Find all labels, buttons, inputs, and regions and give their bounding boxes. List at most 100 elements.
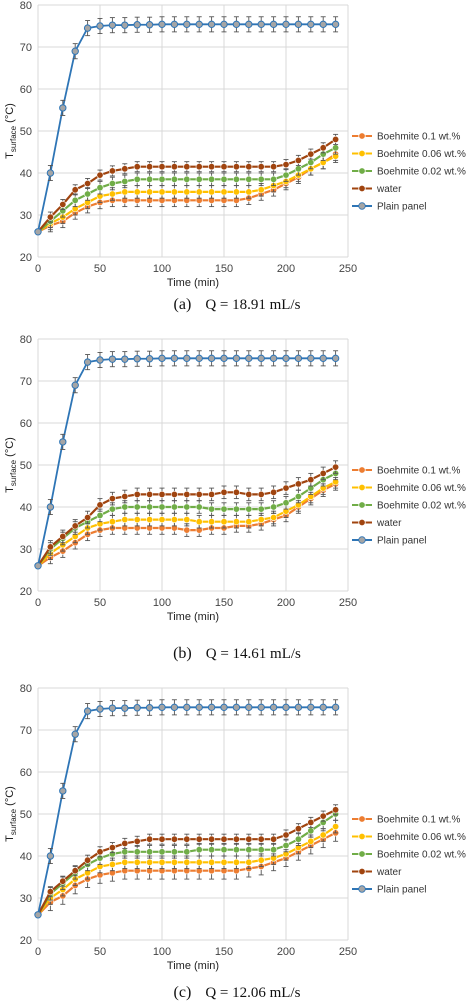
data-point — [257, 490, 265, 498]
data-point — [195, 835, 203, 843]
data-point — [245, 858, 253, 866]
data-point — [269, 703, 278, 712]
data-point — [331, 20, 340, 29]
chart-a: 20 30 40 50 60 70 80 0 50 100 150 200 250 Time (min) T… — [0, 0, 474, 318]
data-point — [319, 20, 327, 29]
data-point — [270, 488, 278, 496]
data-point — [133, 704, 141, 712]
data-point — [34, 228, 42, 236]
data-point — [183, 503, 191, 511]
data-point — [195, 503, 203, 511]
data-point — [195, 490, 203, 498]
data-point — [133, 848, 141, 856]
legend-label: Boehmite 0.1 wt.% — [377, 132, 460, 143]
data-point — [158, 490, 166, 498]
data-point — [183, 188, 191, 196]
y-tick-label: 70 — [20, 42, 32, 54]
data-point — [294, 354, 303, 363]
caption-c-text: Q = 12.06 mL/s — [205, 985, 301, 1001]
data-point — [84, 180, 92, 188]
data-point — [232, 835, 240, 843]
data-point — [146, 835, 154, 843]
data-point — [232, 518, 240, 526]
data-point — [46, 543, 54, 551]
data-point — [232, 175, 240, 183]
data-point — [220, 518, 228, 526]
data-point — [121, 839, 129, 847]
data-point — [270, 846, 278, 854]
data-point — [170, 858, 178, 866]
data-point — [282, 703, 290, 712]
data-point — [208, 490, 216, 498]
data-point — [108, 844, 116, 852]
data-point — [108, 180, 116, 188]
y-tick-label: 60 — [20, 84, 32, 96]
data-point — [220, 354, 228, 363]
data-point — [96, 171, 104, 179]
y-tick-label: 30 — [20, 893, 32, 905]
data-point — [146, 490, 154, 498]
x-axis-label: Time (min) — [167, 611, 219, 623]
y-axis-label: Tsurface (°C) — [4, 103, 18, 159]
data-point — [195, 20, 203, 29]
y-tick-label: 40 — [20, 168, 32, 180]
data-point — [220, 175, 228, 183]
data-point — [170, 163, 178, 171]
data-point — [121, 21, 129, 29]
y-tick-label: 20 — [20, 252, 32, 264]
data-point — [170, 20, 179, 29]
data-point — [59, 201, 67, 209]
caption-a-letter: (a) — [173, 296, 192, 313]
y-tick-label: 60 — [20, 418, 32, 430]
data-point — [133, 490, 141, 498]
data-point — [245, 518, 253, 526]
data-point — [307, 159, 315, 167]
data-point — [133, 175, 141, 183]
data-point — [208, 518, 216, 526]
caption-b-letter: (b) — [173, 645, 192, 662]
data-point — [232, 188, 240, 196]
data-point — [257, 163, 265, 171]
data-point — [121, 704, 129, 712]
y-tick-label: 60 — [20, 767, 32, 779]
data-point — [96, 511, 104, 519]
y-tick-label: 70 — [20, 376, 32, 388]
data-point — [71, 196, 79, 204]
data-point — [121, 165, 129, 173]
data-point — [208, 163, 216, 171]
data-point — [220, 846, 228, 854]
data-point — [46, 213, 54, 221]
data-point — [121, 848, 129, 856]
data-point — [83, 358, 92, 366]
data-point — [245, 846, 253, 854]
y-tick-label: 50 — [20, 460, 32, 472]
data-point — [294, 20, 303, 29]
data-point — [307, 703, 315, 712]
legend-label: Boehmite 0.02 wt.% — [377, 167, 466, 178]
data-point — [133, 516, 141, 524]
x-tick-label: 0 — [35, 263, 41, 275]
caption-c-letter: (c) — [173, 984, 192, 1001]
data-point — [257, 175, 265, 183]
data-point — [158, 703, 166, 712]
x-tick-label: 200 — [277, 597, 295, 609]
legend-swatch-marker — [358, 167, 366, 175]
legend-label: water — [376, 518, 402, 529]
y-tick-label: 80 — [20, 334, 32, 346]
x-axis-label: Time (min) — [167, 960, 219, 972]
data-point — [220, 858, 228, 866]
chart-c: 20 30 40 50 60 70 80 0 50 100 150 200 250 Time (min) T… — [0, 683, 474, 1001]
data-point — [183, 858, 191, 866]
data-point — [257, 835, 265, 843]
data-point — [108, 355, 117, 363]
data-point — [208, 175, 216, 183]
legend-swatch-marker — [358, 184, 366, 193]
data-point — [170, 490, 178, 498]
data-point — [158, 188, 166, 196]
data-point — [71, 381, 79, 389]
data-point — [220, 703, 228, 712]
data-point — [195, 858, 203, 866]
data-point — [170, 354, 179, 363]
data-point — [121, 355, 129, 363]
x-tick-label: 150 — [215, 263, 233, 275]
